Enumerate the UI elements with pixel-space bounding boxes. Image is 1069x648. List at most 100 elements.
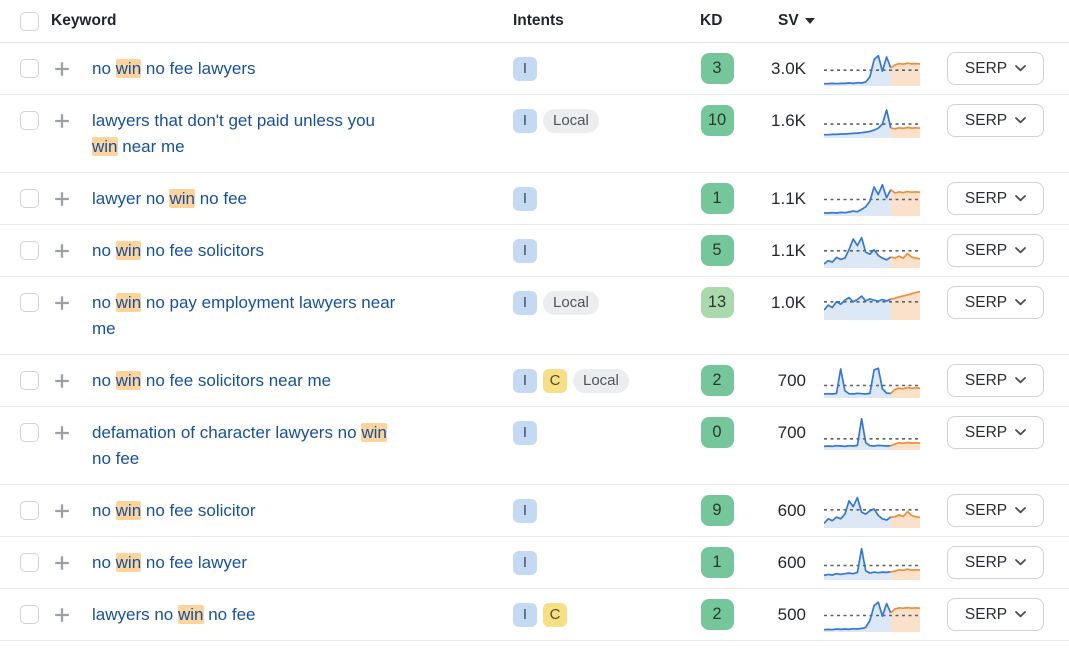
- row-checkbox-cell: [20, 95, 39, 146]
- intent-badge-local: Local: [543, 290, 599, 315]
- serp-button[interactable]: SERP: [947, 598, 1044, 631]
- intent-badge-informational: I: [513, 56, 537, 81]
- sv-cell: 1.6K: [736, 95, 806, 146]
- serp-button[interactable]: SERP: [947, 52, 1044, 85]
- kd-cell: 1: [698, 173, 736, 224]
- serp-cell: SERP: [947, 173, 1044, 224]
- intents-cell: I C Local: [513, 355, 629, 406]
- row-checkbox-cell: [20, 277, 39, 328]
- keyword-link[interactable]: no win no fee solicitors near me: [92, 355, 494, 406]
- serp-button[interactable]: SERP: [947, 546, 1044, 579]
- serp-button[interactable]: SERP: [947, 364, 1044, 397]
- keyword-link[interactable]: no win no fee solicitors: [92, 225, 494, 276]
- keyword-text: no: [92, 500, 116, 520]
- add-keyword-plus-icon[interactable]: [53, 372, 71, 390]
- table-header: Keyword Intents KD SV: [0, 0, 1069, 43]
- keyword-link[interactable]: lawyer no win no fee: [92, 173, 494, 224]
- table-row: no win no fee lawyers I 3 3.0K SERP: [0, 43, 1069, 95]
- kd-cell: 2: [698, 589, 736, 640]
- sv-cell: 700: [736, 355, 806, 406]
- add-keyword-plus-icon[interactable]: [53, 190, 71, 208]
- row-checkbox[interactable]: [20, 501, 39, 520]
- highlighted-term: win: [115, 240, 142, 260]
- intents-cell: I Local: [513, 277, 599, 328]
- highlighted-term: win: [92, 136, 118, 156]
- keyword-text: no: [92, 292, 116, 312]
- serp-button[interactable]: SERP: [947, 234, 1044, 267]
- column-header-kd[interactable]: KD: [700, 12, 723, 29]
- kd-badge: 2: [700, 365, 734, 396]
- kd-badge: 5: [700, 235, 734, 266]
- row-checkbox[interactable]: [20, 371, 39, 390]
- serp-cell: SERP: [947, 355, 1044, 406]
- kd-badge: 9: [700, 495, 734, 526]
- serp-cell: SERP: [947, 277, 1044, 328]
- serp-button[interactable]: SERP: [947, 416, 1044, 449]
- kd-cell: 5: [698, 225, 736, 276]
- select-all-checkbox[interactable]: [20, 12, 39, 31]
- keyword-link[interactable]: no win no fee lawyers: [92, 43, 494, 94]
- sv-value: 1.1K: [771, 188, 806, 208]
- intents-cell: I: [513, 407, 537, 458]
- kd-badge: 3: [700, 53, 734, 84]
- sv-trend-sparkline: [824, 43, 920, 94]
- serp-cell: SERP: [947, 407, 1044, 458]
- chevron-down-icon: [1015, 611, 1027, 618]
- sv-trend-sparkline: [824, 407, 920, 458]
- serp-button[interactable]: SERP: [947, 104, 1044, 137]
- row-checkbox[interactable]: [20, 605, 39, 624]
- keyword-text: no: [92, 370, 116, 390]
- serp-button-label: SERP: [964, 111, 1008, 129]
- add-keyword-cell: [53, 225, 71, 276]
- keyword-text: lawyers no: [92, 604, 178, 624]
- keyword-text: no: [92, 58, 116, 78]
- keyword-text: no fee lawyer: [141, 552, 247, 572]
- keyword-link[interactable]: lawyers that don't get paid unless you wi…: [92, 95, 494, 172]
- sv-value: 1.1K: [771, 240, 806, 260]
- row-checkbox[interactable]: [20, 553, 39, 572]
- add-keyword-plus-icon[interactable]: [53, 502, 71, 520]
- sv-trend-sparkline: [824, 485, 920, 536]
- add-keyword-plus-icon[interactable]: [53, 606, 71, 624]
- row-checkbox[interactable]: [20, 241, 39, 260]
- sv-value: 500: [777, 604, 806, 624]
- sv-trend-sparkline: [824, 173, 920, 224]
- add-keyword-plus-icon[interactable]: [53, 60, 71, 78]
- kd-badge: 1: [700, 547, 734, 578]
- sv-trend-sparkline: [824, 225, 920, 276]
- row-checkbox-cell: [20, 355, 39, 406]
- add-keyword-cell: [53, 589, 71, 640]
- intent-badge-informational: I: [513, 550, 537, 575]
- serp-cell: SERP: [947, 43, 1044, 94]
- serp-button-label: SERP: [964, 189, 1008, 207]
- add-keyword-plus-icon[interactable]: [53, 112, 71, 130]
- add-keyword-plus-icon[interactable]: [53, 424, 71, 442]
- kd-cell: 3: [698, 43, 736, 94]
- row-checkbox[interactable]: [20, 189, 39, 208]
- add-keyword-plus-icon[interactable]: [53, 554, 71, 572]
- highlighted-term: win: [169, 188, 195, 208]
- keyword-link[interactable]: no win no pay employment lawyers near me: [92, 277, 494, 354]
- table-row: no win no fee solicitor I 9 600 SERP: [0, 485, 1069, 537]
- serp-button[interactable]: SERP: [947, 494, 1044, 527]
- row-checkbox[interactable]: [20, 293, 39, 312]
- row-checkbox[interactable]: [20, 59, 39, 78]
- keyword-link[interactable]: lawyers no win no fee: [92, 589, 494, 640]
- serp-button[interactable]: SERP: [947, 182, 1044, 215]
- column-header-sv[interactable]: SV: [778, 12, 815, 30]
- add-keyword-plus-icon[interactable]: [53, 242, 71, 260]
- keyword-link[interactable]: defamation of character lawyers no win no…: [92, 407, 494, 484]
- keyword-text: no fee solicitors near me: [141, 370, 332, 390]
- serp-button[interactable]: SERP: [947, 286, 1044, 319]
- add-keyword-plus-icon[interactable]: [53, 294, 71, 312]
- serp-cell: SERP: [947, 537, 1044, 588]
- row-checkbox[interactable]: [20, 111, 39, 130]
- keyword-link[interactable]: no win no fee lawyer: [92, 537, 494, 588]
- row-checkbox[interactable]: [20, 423, 39, 442]
- table-row: lawyer no win no fee I 1 1.1K SERP: [0, 173, 1069, 225]
- add-keyword-cell: [53, 407, 71, 458]
- sv-trend-sparkline: [824, 537, 920, 588]
- add-keyword-cell: [53, 537, 71, 588]
- keyword-link[interactable]: no win no fee solicitor: [92, 485, 494, 536]
